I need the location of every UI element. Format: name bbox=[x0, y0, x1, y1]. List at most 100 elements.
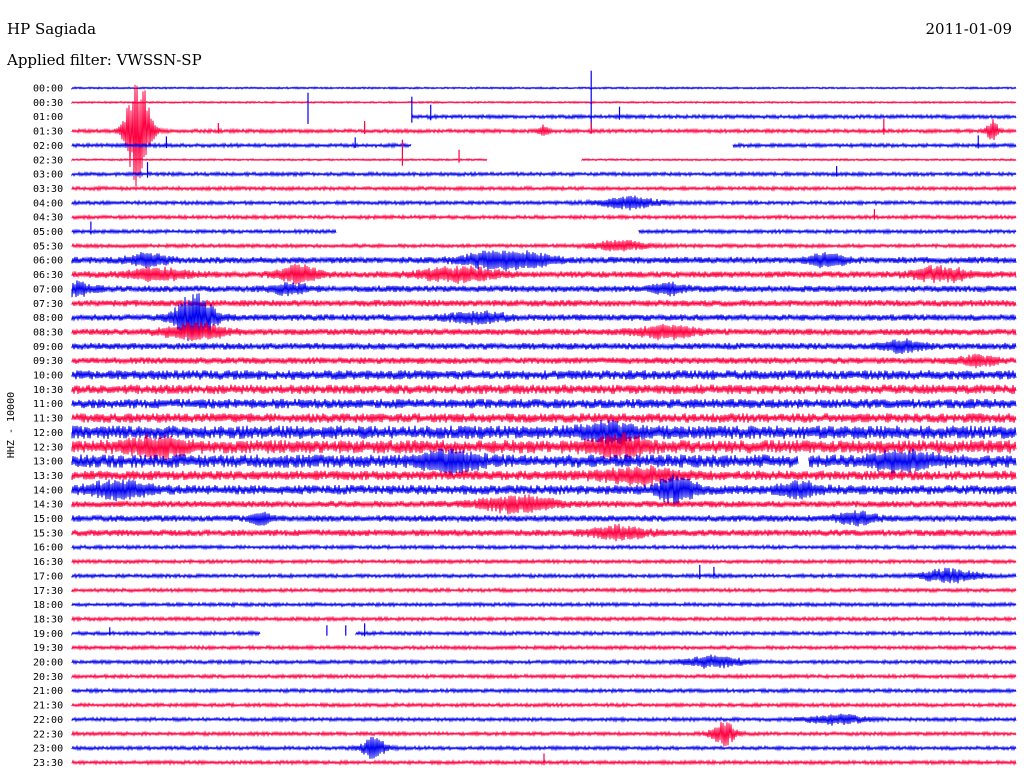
trace-row bbox=[71, 687, 1017, 695]
time-tick-label: 17:00 bbox=[33, 571, 63, 582]
trace-row bbox=[71, 654, 1017, 669]
time-tick-label: 07:30 bbox=[33, 299, 63, 310]
time-tick-label: 10:00 bbox=[33, 371, 63, 382]
time-tick-label: 00:30 bbox=[33, 98, 63, 109]
time-tick-label: 02:00 bbox=[33, 141, 63, 152]
trace-row bbox=[71, 721, 1017, 747]
time-tick-label: 00:00 bbox=[33, 84, 63, 95]
y-axis-label: HHZ - 10000 bbox=[6, 392, 17, 458]
time-tick-label: 04:30 bbox=[33, 213, 63, 224]
trace-row bbox=[71, 321, 1017, 342]
time-tick-label: 16:00 bbox=[33, 543, 63, 554]
trace-row bbox=[71, 157, 1017, 162]
trace-row bbox=[71, 510, 1017, 527]
time-tick-label: 22:30 bbox=[33, 729, 63, 740]
trace-row bbox=[71, 413, 1017, 423]
time-tick-label: 19:00 bbox=[33, 629, 63, 640]
time-tick-label: 11:30 bbox=[33, 414, 63, 425]
time-tick-label: 18:00 bbox=[33, 600, 63, 611]
time-tick-label: 21:00 bbox=[33, 686, 63, 697]
time-tick-label: 13:30 bbox=[33, 471, 63, 482]
trace-row bbox=[71, 558, 1017, 566]
time-tick-label: 23:30 bbox=[33, 758, 63, 769]
time-tick-label: 01:30 bbox=[33, 127, 63, 138]
time-tick-label: 11:00 bbox=[33, 399, 63, 410]
trace-row bbox=[71, 353, 1017, 369]
time-tick-label: 15:30 bbox=[33, 528, 63, 539]
trace-row bbox=[71, 474, 1017, 507]
time-tick-label: 12:00 bbox=[33, 428, 63, 439]
trace-row bbox=[71, 432, 1017, 461]
time-tick-label: 10:30 bbox=[33, 385, 63, 396]
applied-filter-label: Applied filter: VWSSN-SP bbox=[7, 51, 202, 69]
time-tick-label: 23:00 bbox=[33, 744, 63, 755]
trace-row bbox=[411, 113, 1017, 121]
time-tick-label: 01:00 bbox=[33, 112, 63, 123]
trace-row bbox=[71, 213, 1017, 221]
time-tick-label: 05:00 bbox=[33, 227, 63, 238]
trace-row bbox=[71, 543, 1017, 551]
trace-row bbox=[71, 567, 1017, 584]
time-tick-label: 20:30 bbox=[33, 672, 63, 683]
trace-row bbox=[71, 736, 1017, 759]
time-tick-label: 05:30 bbox=[33, 241, 63, 252]
time-tick-label: 16:30 bbox=[33, 557, 63, 568]
trace-row bbox=[71, 644, 1017, 652]
trace-row bbox=[71, 494, 1017, 515]
trace-row bbox=[71, 600, 1017, 609]
time-tick-label: 20:00 bbox=[33, 658, 63, 669]
trace-row bbox=[71, 701, 1017, 709]
trace-row bbox=[71, 195, 1017, 211]
time-tick-label: 03:00 bbox=[33, 170, 63, 181]
trace-row bbox=[71, 384, 1017, 395]
trace-row bbox=[71, 84, 1017, 187]
time-tick-label: 14:30 bbox=[33, 500, 63, 511]
time-tick-label: 12:30 bbox=[33, 442, 63, 453]
trace-row bbox=[71, 523, 1017, 542]
seismic-traces bbox=[71, 70, 1017, 767]
time-tick-labels: 00:00 00:30 01:00 01:30 02:00 02:30 03:00 03:30… bbox=[33, 84, 63, 769]
trace-row bbox=[71, 228, 1017, 236]
time-tick-label: 04:00 bbox=[33, 198, 63, 209]
trace-row bbox=[71, 713, 1017, 726]
trace-row bbox=[71, 629, 1017, 637]
time-tick-label: 02:30 bbox=[33, 155, 63, 166]
time-tick-label: 13:00 bbox=[33, 457, 63, 468]
trace-row bbox=[71, 370, 1017, 380]
trace-row bbox=[71, 263, 1017, 285]
trace-row bbox=[71, 419, 1017, 446]
station-name: HP Sagiada bbox=[7, 20, 97, 38]
trace-row bbox=[71, 100, 1017, 105]
time-tick-label: 09:30 bbox=[33, 356, 63, 367]
trace-row bbox=[71, 338, 1017, 355]
trace-row bbox=[71, 398, 1017, 409]
trace-row bbox=[71, 293, 1017, 342]
time-tick-label: 14:00 bbox=[33, 485, 63, 496]
trace-row bbox=[71, 298, 1017, 308]
trace-row bbox=[71, 672, 1017, 680]
time-tick-label: 08:00 bbox=[33, 313, 63, 324]
trace-row bbox=[71, 250, 1017, 272]
time-tick-label: 07:00 bbox=[33, 284, 63, 295]
time-tick-label: 15:00 bbox=[33, 514, 63, 525]
trace-row bbox=[71, 448, 1017, 477]
trace-row bbox=[71, 280, 1017, 298]
time-tick-label: 22:00 bbox=[33, 715, 63, 726]
trace-row bbox=[71, 465, 1017, 487]
time-tick-label: 18:30 bbox=[33, 614, 63, 625]
time-tick-label: 09:00 bbox=[33, 342, 63, 353]
trace-row bbox=[71, 586, 1017, 594]
trace-row bbox=[71, 239, 1017, 252]
time-tick-label: 06:00 bbox=[33, 256, 63, 267]
trace-row bbox=[71, 86, 1017, 91]
time-tick-label: 06:30 bbox=[33, 270, 63, 281]
trace-row bbox=[71, 615, 1017, 623]
trace-row bbox=[71, 141, 1017, 150]
time-tick-label: 08:30 bbox=[33, 327, 63, 338]
time-tick-label: 03:30 bbox=[33, 184, 63, 195]
time-tick-label: 19:30 bbox=[33, 643, 63, 654]
trace-row bbox=[71, 184, 1017, 192]
time-tick-label: 17:30 bbox=[33, 586, 63, 597]
record-date: 2011-01-09 bbox=[925, 20, 1012, 38]
